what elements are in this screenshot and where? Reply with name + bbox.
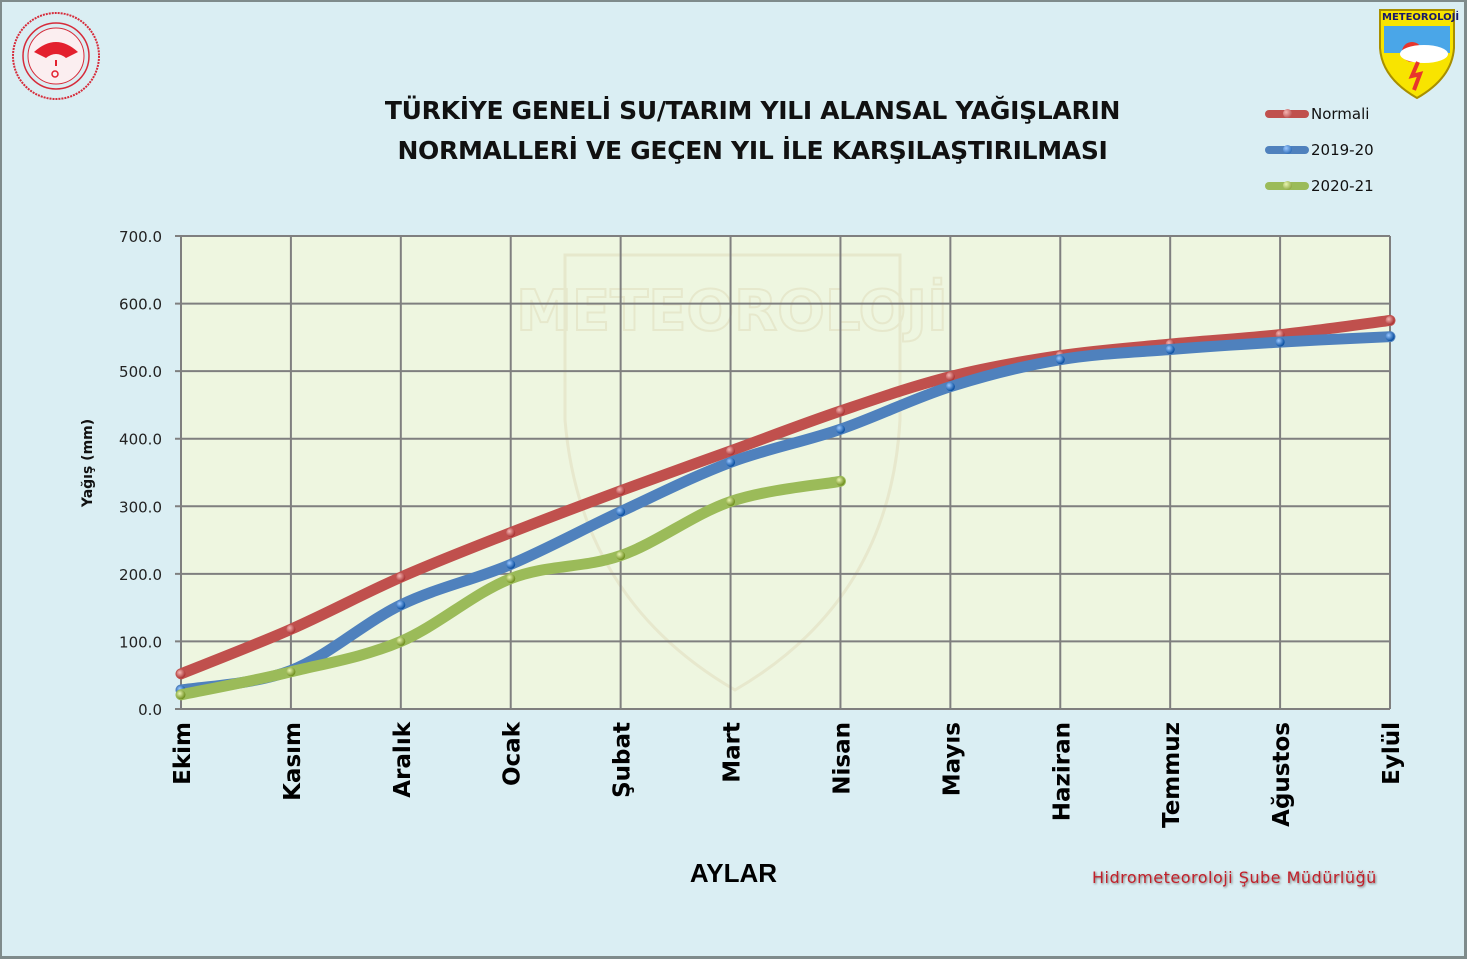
data-point-marker <box>1385 315 1395 325</box>
data-point-marker <box>616 507 626 517</box>
data-point-marker <box>176 669 186 679</box>
data-point-marker <box>726 457 736 467</box>
y-tick-label: 100.0 <box>119 633 162 651</box>
legend-swatch <box>1265 145 1309 154</box>
y-tick-label: 700.0 <box>119 228 162 246</box>
svg-text:METEOROLOJİ: METEOROLOJİ <box>516 279 948 344</box>
data-point-marker <box>396 572 406 582</box>
data-point-marker <box>835 406 845 416</box>
legend-label: 2020-21 <box>1311 177 1374 195</box>
data-point-marker <box>286 624 296 634</box>
chart-title-line-1: TÜRKİYE GENELİ SU/TARIM YILI ALANSAL YAĞ… <box>384 96 1121 125</box>
y-tick-label: 500.0 <box>119 363 162 381</box>
x-tick-label: Haziran <box>1049 722 1075 821</box>
data-point-marker <box>1165 345 1175 355</box>
x-tick-label: Ekim <box>170 722 196 785</box>
x-tick-label: Eylül <box>1379 722 1405 785</box>
legend-item-normali: Normali <box>1265 96 1374 132</box>
plot-area <box>181 236 1390 709</box>
data-point-marker <box>835 476 845 486</box>
watermark-logo: METEOROLOJİ <box>515 253 949 692</box>
legend-swatch <box>1265 181 1309 190</box>
x-tick-label: Temmuz <box>1159 722 1185 828</box>
data-point-marker <box>1275 337 1285 347</box>
legend-item-2020-21: 2020-21 <box>1265 168 1374 204</box>
data-point-marker <box>396 600 406 610</box>
legend-label: 2019-20 <box>1311 141 1374 159</box>
ministry-seal-icon <box>10 10 102 107</box>
meteoroloji-logo-text: METEOROLOJİ <box>1382 12 1460 23</box>
y-axis-ticks: 0.0 100.0 200.0 300.0 400.0 500.0 600.0 700.0 <box>119 228 162 719</box>
x-tick-label: Nisan <box>829 722 855 795</box>
x-tick-label: Ocak <box>500 721 526 786</box>
x-tick-label: Mart <box>720 722 746 783</box>
legend-swatch <box>1265 109 1309 118</box>
data-point-marker <box>1385 332 1395 342</box>
series-lines <box>175 314 1396 701</box>
x-tick-label: Şubat <box>610 722 636 798</box>
data-point-marker <box>286 667 296 677</box>
legend-label: Normali <box>1311 105 1370 123</box>
data-point-marker <box>945 382 955 392</box>
legend-item-2019-20: 2019-20 <box>1265 132 1374 168</box>
grid-lines <box>175 235 1391 710</box>
legend: Normali 2019-20 2020-21 <box>1265 96 1374 204</box>
data-point-marker <box>176 690 186 700</box>
data-point-marker <box>506 574 516 584</box>
meteoroloji-logo-icon: METEOROLOJİ <box>1378 8 1460 105</box>
data-point-marker <box>726 497 736 507</box>
credit-text: Hidrometeoroloji Şube Müdürlüğü <box>1092 868 1377 887</box>
data-point-marker <box>1055 355 1065 365</box>
x-tick-label: Ağustos <box>1269 722 1295 827</box>
data-point-marker <box>506 528 516 538</box>
y-axis-label: Yağış (mm) <box>80 418 96 508</box>
data-point-marker <box>506 559 516 569</box>
y-tick-label: 200.0 <box>119 566 162 584</box>
data-point-marker <box>835 424 845 434</box>
data-point-marker <box>616 551 626 561</box>
data-point-marker <box>726 446 736 456</box>
x-axis-label: AYLAR <box>689 858 778 888</box>
data-point-marker <box>396 636 406 646</box>
y-tick-label: 300.0 <box>119 498 162 516</box>
y-tick-label: 0.0 <box>138 701 162 719</box>
chart-title-line-2: NORMALLERİ VE GEÇEN YIL İLE KARŞILAŞTIRI… <box>397 136 1108 165</box>
series-2020-21 <box>175 475 846 701</box>
y-tick-label: 600.0 <box>119 296 162 314</box>
data-point-marker <box>945 372 955 382</box>
x-tick-label: Mayıs <box>939 722 965 796</box>
x-axis-ticks: Ekim Kasım Aralık Ocak Şubat Mart Nisan Mayıs Ha… <box>170 721 1405 828</box>
y-tick-label: 400.0 <box>119 431 162 449</box>
data-point-marker <box>616 486 626 496</box>
x-tick-label: Kasım <box>280 722 306 801</box>
x-tick-label: Aralık <box>390 721 416 797</box>
